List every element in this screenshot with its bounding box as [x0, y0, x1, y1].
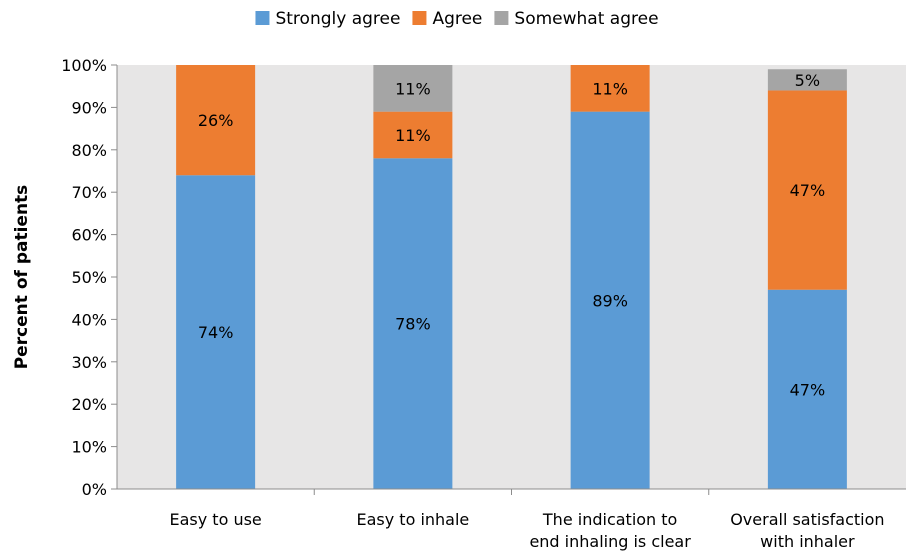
legend-swatch: [412, 11, 427, 25]
data-label: 11%: [592, 79, 628, 98]
bar-segment-strongly-agree: [767, 289, 847, 489]
data-label: 26%: [198, 111, 234, 130]
data-label: 5%: [795, 71, 820, 90]
bar-segment-agree: [373, 111, 453, 159]
bar-segment-agree: [570, 65, 650, 112]
legend-item-agree: Agree: [412, 9, 482, 29]
bar-segment-agree: [767, 90, 847, 290]
data-label: 47%: [790, 181, 826, 200]
legend-swatch: [494, 11, 509, 25]
y-tick-label: 70%: [71, 183, 107, 202]
data-label: 89%: [592, 291, 628, 310]
legend-label: Agree: [432, 9, 482, 29]
bar-segment-somewhat-agree: [373, 65, 453, 112]
axes: 0% 10% 20% 30% 40% 50% 60% 70% 80% 90% 100% Easy to…: [61, 56, 906, 551]
bar-segment-strongly-agree: [176, 175, 256, 490]
data-labels: 74% 26% 78% 11% 11% 89% 11% 47% 47% 5%: [198, 71, 825, 400]
legend: Strongly agree Agree Somewhat agree: [255, 9, 659, 29]
y-tick-label: 90%: [71, 98, 107, 117]
y-tick-label: 100%: [61, 56, 107, 75]
legend-item-somewhat-agree: Somewhat agree: [494, 9, 659, 29]
bar-segment-agree: [176, 65, 256, 176]
data-label: 74%: [198, 323, 234, 342]
y-tick-label: 30%: [71, 353, 107, 372]
bar-segment-strongly-agree: [570, 111, 650, 489]
data-label: 78%: [395, 315, 431, 334]
y-tick-label: 50%: [71, 268, 107, 287]
legend-item-strongly-agree: Strongly agree: [255, 9, 400, 29]
y-tick-label: 20%: [71, 395, 107, 414]
bar-segment-strongly-agree: [373, 158, 453, 489]
x-category-label: The indication to end inhaling is clear: [529, 510, 691, 551]
y-tick-label: 80%: [71, 141, 107, 160]
legend-label: Somewhat agree: [514, 9, 658, 29]
y-tick-label: 40%: [71, 310, 107, 329]
x-category-label: Overall satisfaction with inhaler: [730, 510, 884, 551]
y-tick-label: 60%: [71, 226, 107, 245]
data-label: 47%: [790, 380, 826, 399]
legend-label: Strongly agree: [275, 9, 400, 29]
y-tick-label: 0%: [82, 480, 107, 499]
bars: [176, 65, 847, 490]
y-tick-label: 10%: [71, 438, 107, 457]
x-category-label: Easy to inhale: [356, 510, 469, 529]
x-category-label: Easy to use: [169, 510, 261, 529]
data-label: 11%: [395, 126, 431, 145]
data-label: 11%: [395, 79, 431, 98]
legend-swatch: [255, 11, 270, 25]
bar-segment-somewhat-agree: [767, 69, 847, 91]
y-axis-title: Percent of patients: [12, 185, 32, 370]
